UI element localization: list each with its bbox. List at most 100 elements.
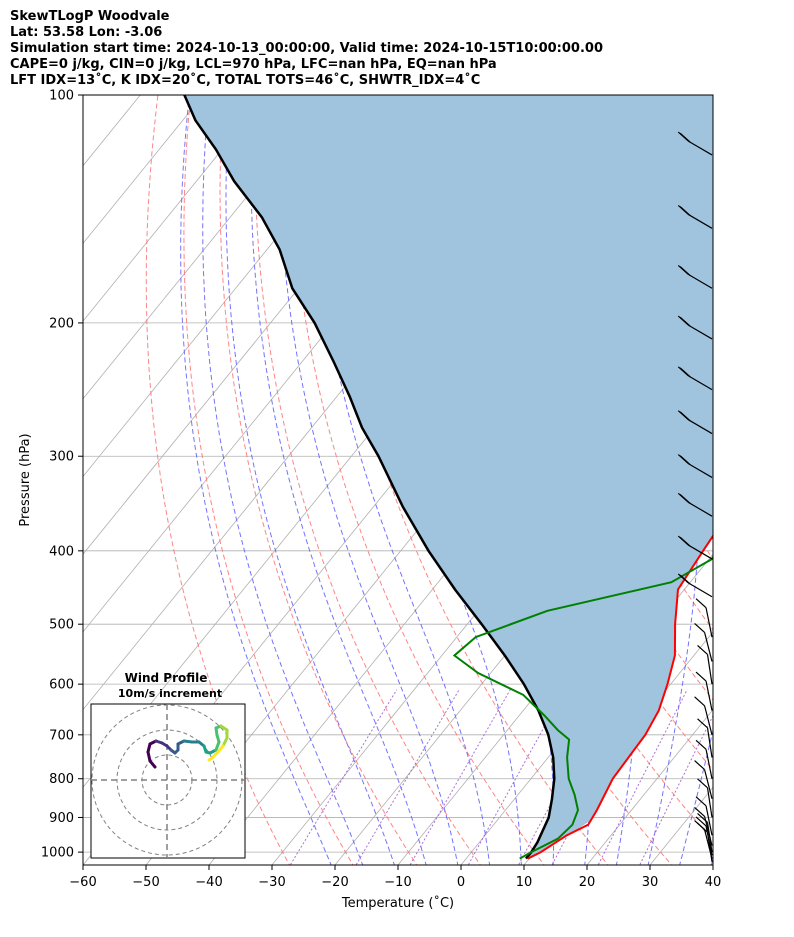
x-tick-label: 10 [516,875,533,890]
wind-barb-flag [679,266,691,276]
wind-barb-flag [695,796,707,807]
y-tick-label: 1000 [41,846,74,861]
wind-barb-flag [695,598,707,609]
wind-barb-staff [705,749,713,779]
wind-barb [677,573,713,598]
stability-line: CAPE=0 j/kg, CIN=0 j/kg, LCL=970 hPa, LF… [10,57,497,72]
wind-barb [677,366,713,391]
wind-barb-staff [705,607,713,638]
wind-barb-flag [694,622,705,633]
x-tick-label: −50 [132,875,159,890]
axis-layer: −60 −50 −40 −30 −20 −10 0 10 20 30 40 1000 900 800 700… [41,89,721,891]
wind-barb [694,760,713,799]
y-tick-label: 300 [49,450,74,465]
parcel-profile-line [183,95,556,860]
moist-adiabat [202,95,364,865]
dry-adiabat [712,95,713,98]
wind-barb-flag [694,806,705,817]
y-tick-label: 200 [49,316,74,331]
mixing-ratio-line [409,689,511,865]
wind-barb-staff [705,805,713,836]
mixing-ratio-line [289,689,398,865]
wind-barb-staff [706,787,713,818]
isotherm-line [83,95,267,322]
wind-barb-flag [679,493,691,504]
y-tick-label: 900 [49,811,74,826]
time-line: Simulation start time: 2024-10-13_00:00:… [10,41,603,56]
wind-barb [677,492,713,517]
wind-barb-flag [694,760,705,771]
y-axis-label: Pressure (hPa) [18,433,33,526]
moist-adiabat [309,95,491,865]
wind-barb-staff [705,680,713,711]
wind-barb [677,205,713,229]
x-tick-label: −30 [258,875,285,890]
dry-adiabat [778,95,794,868]
wind-barb-flag [697,645,708,655]
y-tick-label: 700 [49,728,74,743]
moist-adiabat [250,95,427,865]
moist-adiabat [180,95,332,865]
wind-barb-staff [687,582,713,598]
wind-barb-staff [706,654,713,685]
wind-barb-flag [695,739,707,750]
wind-barb-flag [679,574,691,585]
mixing-ratio-line [639,714,713,865]
wind-barb-staff [706,822,713,853]
wind-barb [697,718,713,758]
x-tick-label: 30 [642,875,659,890]
hodograph-trace-segment [146,750,152,763]
y-tick-label: 100 [49,89,74,104]
moist-adiabat [710,857,713,865]
isotherm-line [0,95,77,865]
wind-barb-staff [687,544,713,560]
wind-barb-staff [687,375,713,391]
wind-barb-staff [687,140,713,156]
wind-barb-flag [695,816,707,827]
wind-barb-staff [706,832,713,862]
wind-barb-flag [697,822,708,833]
dry-adiabat [183,95,354,865]
index-line: LFT IDX=13˚C, K IDX=20˚C, TOTAL TOTS=46˚… [10,73,481,88]
hodograph-plot [91,704,245,858]
x-tick-label: −60 [69,875,96,890]
wind-barb-staff [706,727,713,758]
wind-barb-flag [697,812,708,823]
wind-barb-flag [679,367,691,378]
x-tick-label: 20 [579,875,596,890]
x-axis-label: Temperature (˚C) [341,895,454,911]
wind-barb [694,622,713,662]
wind-barb-flag [697,718,708,729]
dry-adiabat [145,95,290,865]
y-tick-label: 500 [49,618,74,633]
wind-barb [694,696,713,735]
wind-barb-staff [687,463,713,478]
wind-barb-flag [697,778,708,789]
wind-barb [677,410,713,435]
wind-barb-flag [679,455,691,466]
wind-barb [695,796,713,836]
wind-barb [697,822,713,862]
moist-adiabat [278,95,459,865]
dry-adiabat [287,95,545,865]
wind-barb-staff [703,769,713,799]
wind-barb [677,264,713,289]
wind-barb-flag [694,696,705,707]
y-tick-label: 800 [49,772,74,787]
wind-barb [677,315,713,340]
wind-barb-flag [679,132,691,143]
hodograph-subtitle: 10m/s increment [118,687,222,700]
wind-barb-flag [695,671,707,682]
dry-adiabat [254,95,482,865]
x-tick-label: 0 [457,875,465,890]
wind-barb-flag [679,206,691,217]
wind-barb-flag [679,316,691,327]
moist-adiabat [225,95,395,865]
wind-barb [697,778,713,818]
wind-barb [677,131,713,156]
isotherm-line [586,708,713,865]
isotherm-line [712,864,713,865]
wind-barb-staff [687,324,713,340]
chart-header: SkewTLogP Woodvale Lat: 53.58 Lon: -3.06… [10,9,603,89]
mixing-ratio-line [355,689,460,865]
